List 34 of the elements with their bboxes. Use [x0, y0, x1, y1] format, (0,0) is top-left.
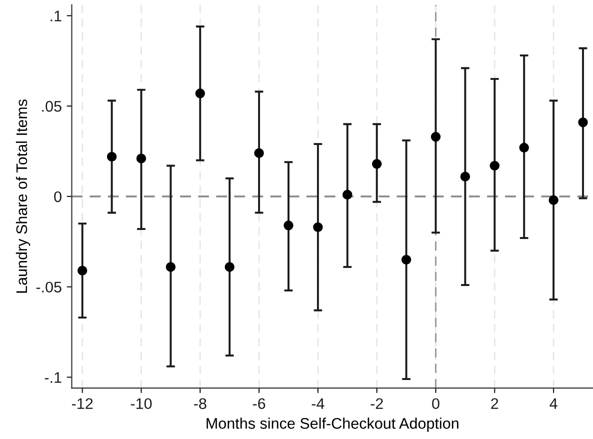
x-tick-label: -12 [72, 398, 93, 409]
x-tick-label: -4 [312, 398, 324, 409]
x-axis-title: Months since Self-Checkout Adoption [206, 418, 458, 432]
y-tick-label: .1 [50, 10, 62, 22]
x-tick-label: -6 [252, 398, 266, 410]
point [254, 148, 264, 158]
point [342, 190, 352, 200]
point [195, 88, 206, 98]
point [430, 132, 441, 142]
point [490, 160, 500, 171]
point [372, 159, 382, 169]
point [136, 154, 146, 164]
y-tick-label: -.1 [44, 372, 62, 383]
point [548, 195, 558, 205]
point [401, 254, 412, 265]
y-tick-label: 0 [54, 191, 62, 202]
point [460, 172, 470, 182]
point [166, 262, 176, 272]
x-tick-label: -10 [130, 398, 152, 410]
x-tick-label: -8 [194, 398, 206, 410]
y-tick-label: -.05 [36, 282, 62, 293]
point [77, 266, 88, 276]
x-tick-label: 4 [550, 398, 558, 409]
x-tick-label: 2 [491, 398, 498, 409]
point [224, 262, 234, 272]
point [519, 142, 529, 153]
point [578, 117, 588, 128]
x-tick-label: -2 [370, 398, 383, 409]
y-axis-title: Laundry Share of Total Items [16, 99, 30, 293]
point [284, 220, 294, 230]
y-tick-label: .05 [42, 100, 62, 112]
x-tick-label: 0 [432, 398, 440, 410]
point [313, 222, 323, 232]
point [106, 152, 117, 162]
